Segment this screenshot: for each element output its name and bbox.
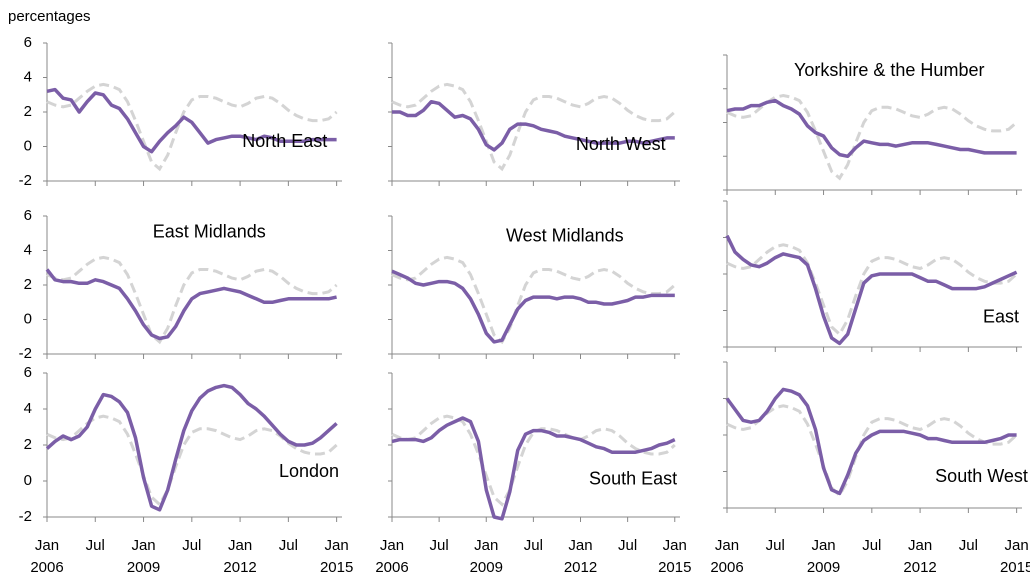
y-tick-label: 4 (24, 241, 32, 258)
y-tick-label: -2 (19, 508, 32, 525)
series-line (45, 383, 338, 512)
reference-line (391, 82, 676, 172)
x-tick-label: Jan (228, 537, 252, 554)
y-tick-label: 0 (24, 472, 32, 489)
x-tick-label: Jul (430, 537, 449, 554)
panel-title: South East (589, 468, 677, 488)
x-tick-label: Jul (524, 537, 543, 554)
series-line (45, 268, 337, 341)
x-tick-year: 2012 (903, 559, 936, 576)
x-tick-year: 2006 (710, 559, 743, 576)
x-tick-label: Jan (715, 537, 739, 554)
panel-title: North West (576, 134, 666, 154)
x-tick-label: Jan (380, 537, 404, 554)
y-tick-label: 2 (24, 103, 32, 120)
series-line (726, 98, 1017, 159)
reference-line (726, 93, 1018, 181)
series-line (392, 99, 675, 152)
y-tick-label: 4 (24, 400, 32, 417)
panel-title: South West (935, 466, 1028, 486)
y-tick-label: 2 (24, 276, 32, 293)
x-tick-label: Jul (959, 537, 978, 554)
x-tick-label: Jul (618, 537, 637, 554)
y-tick-label: 0 (24, 310, 32, 327)
x-tick-label: Jan (663, 537, 687, 554)
y-tick-label: 6 (24, 34, 32, 51)
x-tick-label: Jan (35, 537, 59, 554)
x-tick-year: 2009 (470, 559, 503, 576)
reference-line (391, 255, 676, 345)
x-tick-label: Jan (568, 537, 592, 554)
x-tick-label: Jul (862, 537, 881, 554)
series-line (391, 416, 676, 521)
x-tick-label: Jan (325, 537, 349, 554)
y-tick-label: 4 (24, 68, 32, 85)
panel-title: West Midlands (506, 225, 624, 245)
x-tick-label: Jul (86, 537, 105, 554)
x-tick-year: 2015 (1000, 559, 1030, 576)
y-tick-label: 2 (24, 436, 32, 453)
x-tick-label: Jan (131, 537, 155, 554)
reference-line (46, 255, 338, 345)
panel-title: Yorkshire & the Humber (794, 60, 984, 80)
x-tick-year: 2009 (807, 559, 840, 576)
x-tick-year: 2012 (223, 559, 256, 576)
x-tick-year: 2015 (320, 559, 353, 576)
x-tick-year: 2006 (30, 559, 63, 576)
reference-line (726, 243, 1018, 337)
y-tick-label: -2 (19, 172, 32, 189)
x-tick-label: Jul (182, 537, 201, 554)
x-tick-label: Jan (1005, 537, 1029, 554)
panel-title: London (279, 461, 339, 481)
y-tick-label: 0 (24, 137, 32, 154)
x-tick-label: Jul (766, 537, 785, 554)
y-tick-label: 6 (24, 207, 32, 224)
x-tick-label: Jan (474, 537, 498, 554)
x-tick-year: 2015 (658, 559, 691, 576)
x-tick-label: Jan (811, 537, 835, 554)
y-tick-label: -2 (19, 345, 32, 362)
x-tick-label: Jan (908, 537, 932, 554)
series-line (725, 234, 1018, 346)
panel-title: East Midlands (153, 221, 266, 241)
series-line (46, 87, 337, 154)
x-tick-year: 2012 (564, 559, 597, 576)
series-line (391, 269, 675, 344)
series-line (725, 387, 1017, 496)
x-tick-year: 2009 (127, 559, 160, 576)
panel-title: North East (242, 131, 327, 151)
x-tick-year: 2006 (375, 559, 408, 576)
x-tick-label: Jul (279, 537, 298, 554)
panel-title: East (983, 307, 1019, 327)
y-axis-label: percentages (8, 8, 91, 25)
reference-line (46, 82, 338, 172)
y-tick-label: 6 (24, 364, 32, 381)
reference-line (726, 404, 1018, 498)
